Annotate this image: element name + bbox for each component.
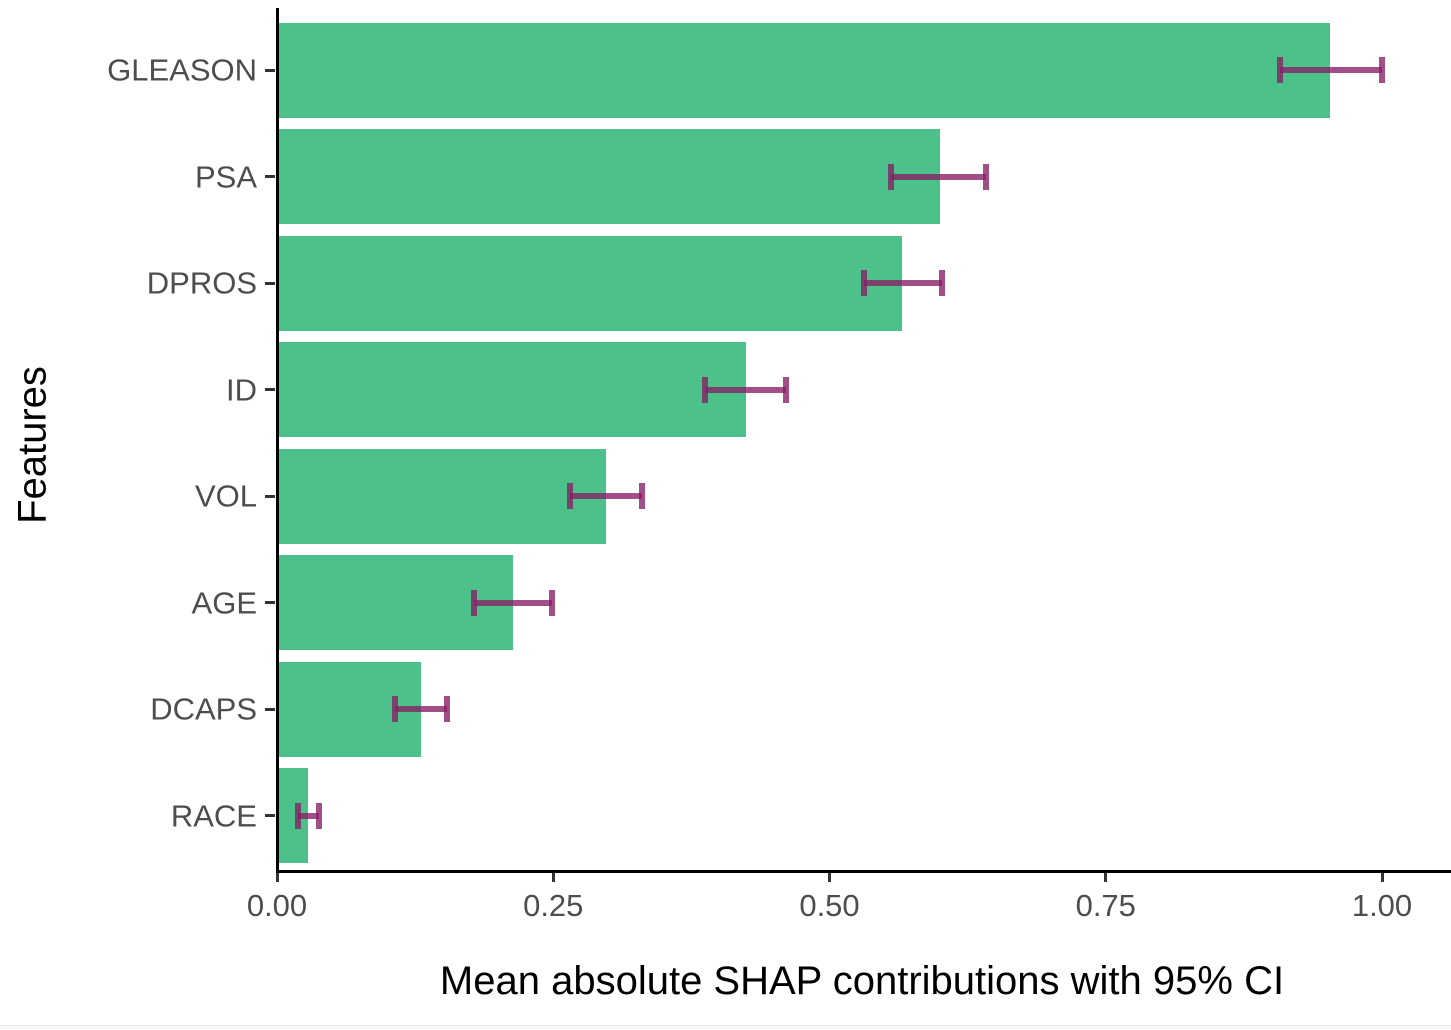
category-label-age: AGE — [191, 585, 257, 620]
bar-id — [277, 342, 746, 437]
error-bar-cap-high — [639, 483, 645, 509]
y-tick-gleason — [265, 68, 275, 72]
bottom-divider — [0, 1025, 1451, 1030]
error-bar-line — [395, 706, 447, 712]
x-axis-line — [276, 870, 1451, 873]
error-bar-cap-low — [471, 589, 477, 616]
error-bar-line — [570, 493, 642, 499]
y-tick-race — [265, 814, 275, 817]
error-bar-line — [474, 599, 552, 606]
category-label-id: ID — [226, 372, 257, 407]
y-axis-line — [276, 8, 279, 873]
error-bar-cap-high — [939, 270, 945, 296]
error-bar-line — [864, 280, 942, 286]
error-bar-vol — [567, 483, 645, 509]
x-tick-label-0.75: 0.75 — [1075, 888, 1136, 923]
y-tick-id — [265, 388, 275, 391]
bar-vol — [277, 448, 606, 544]
error-bar-line — [1280, 67, 1382, 73]
category-label-dcaps: DCAPS — [150, 691, 257, 727]
x-axis-title: Mean absolute SHAP contributions with 95… — [439, 959, 1285, 1003]
error-bar-age — [471, 589, 555, 616]
error-bar-cap-low — [861, 270, 867, 296]
bar-psa — [277, 129, 940, 224]
category-label-gleason: GLEASON — [107, 52, 257, 88]
error-bar-cap-high — [549, 589, 555, 616]
error-bar-line — [891, 173, 986, 180]
error-bar-cap-low — [888, 163, 894, 190]
error-bar-cap-high — [444, 696, 450, 722]
error-bar-cap-low — [702, 376, 708, 403]
error-bar-cap-high — [783, 376, 789, 403]
error-bar-psa — [888, 163, 989, 190]
x-tick-0.75 — [1104, 873, 1108, 882]
error-bar-dpros — [861, 270, 945, 296]
error-bar-cap-low — [1277, 57, 1283, 83]
error-bar-cap-low — [567, 483, 573, 509]
y-tick-age — [265, 601, 275, 604]
x-tick-0.50 — [828, 873, 831, 882]
x-tick-label-1.00: 1.00 — [1351, 888, 1413, 923]
x-tick-1.00 — [1380, 873, 1384, 882]
error-bar-cap-low — [392, 696, 398, 722]
error-bar-line — [705, 386, 786, 393]
error-bar-line — [298, 812, 319, 819]
bar-gleason — [277, 22, 1330, 118]
x-tick-0.25 — [551, 873, 555, 882]
x-tick-0.00 — [275, 873, 279, 882]
category-label-race: RACE — [170, 798, 257, 833]
plot-panel — [277, 8, 1447, 873]
y-tick-dcaps — [265, 707, 275, 711]
error-bar-gleason — [1277, 57, 1385, 83]
x-tick-label-0.50: 0.50 — [799, 888, 860, 923]
error-bar-cap-high — [1379, 57, 1385, 83]
error-bar-cap-high — [316, 802, 322, 829]
x-tick-label-0.00: 0.00 — [246, 888, 308, 923]
error-bar-cap-low — [295, 802, 301, 829]
y-tick-dpros — [265, 281, 275, 285]
error-bar-race — [295, 802, 322, 829]
x-tick-label-0.25: 0.25 — [523, 888, 584, 923]
error-bar-dcaps — [392, 696, 450, 722]
error-bar-id — [702, 376, 789, 403]
category-label-dpros: DPROS — [146, 265, 257, 301]
bar-dpros — [277, 235, 902, 331]
error-bar-cap-high — [983, 163, 989, 190]
y-tick-vol — [265, 494, 275, 498]
y-tick-psa — [265, 175, 275, 178]
category-label-psa: PSA — [194, 159, 257, 194]
category-label-vol: VOL — [194, 478, 257, 514]
